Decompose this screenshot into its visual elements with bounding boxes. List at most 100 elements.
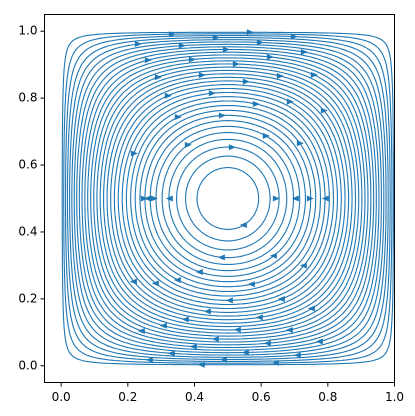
stream-arrow — [218, 112, 226, 119]
streamline — [185, 155, 271, 242]
stream-arrow — [239, 221, 247, 228]
stream-arrow — [225, 297, 233, 304]
stream-arrow — [174, 113, 182, 120]
streamline — [87, 57, 369, 340]
stream-arrow — [145, 356, 153, 363]
stream-arrow — [173, 277, 181, 284]
streamline — [176, 146, 280, 251]
stream-arrow — [290, 33, 298, 40]
stream-arrow — [143, 195, 151, 202]
stream-arrow — [262, 132, 270, 139]
x-tick-label: 0.0 — [52, 390, 71, 404]
stream-arrow — [286, 98, 294, 105]
streamline — [73, 43, 382, 354]
stream-arrow — [247, 281, 255, 288]
streamline — [84, 54, 372, 343]
stream-arrow — [130, 150, 138, 157]
stream-arrow — [233, 326, 241, 333]
stream-arrow — [306, 195, 314, 202]
streamline — [134, 104, 322, 293]
stream-arrow — [144, 57, 152, 64]
stream-arrow — [307, 305, 315, 312]
streamline — [63, 33, 393, 364]
stream-arrow — [195, 268, 203, 275]
stream-arrow — [137, 328, 145, 335]
stream-arrow — [252, 100, 260, 107]
streamline — [117, 87, 338, 310]
stream-arrow — [291, 195, 299, 202]
stream-arrow — [178, 42, 186, 49]
y-tick-label: 0.0 — [18, 358, 37, 372]
stream-arrow — [296, 140, 304, 147]
stream-arrow — [276, 72, 284, 79]
stream-arrow — [208, 90, 216, 97]
streamline — [99, 69, 357, 328]
stream-arrow — [242, 78, 250, 85]
stream-arrow — [256, 39, 264, 46]
streamline — [106, 76, 350, 321]
streamline — [113, 84, 342, 313]
stream-arrow — [266, 53, 274, 60]
y-tick-label: 0.2 — [18, 291, 37, 305]
streamline — [103, 73, 353, 324]
stream-arrow — [285, 327, 293, 334]
stream-arrow — [232, 61, 240, 68]
stream-arrow — [203, 308, 211, 315]
x-tick-label: 1.0 — [385, 390, 404, 404]
stream-arrow — [150, 195, 158, 202]
stream-arrow — [299, 262, 307, 269]
stream-arrow — [300, 48, 308, 55]
stream-arrow — [321, 195, 329, 202]
stream-arrow — [269, 252, 277, 259]
y-tick-label: 0.4 — [18, 224, 37, 238]
stream-arrow — [263, 340, 271, 347]
streamline — [121, 91, 335, 306]
stream-arrow — [159, 322, 167, 329]
stream-arrow — [181, 316, 189, 323]
streamline — [96, 66, 360, 331]
stream-arrow — [277, 296, 285, 303]
stream-arrow — [167, 350, 175, 357]
stream-arrow — [217, 254, 225, 261]
y-tick-label: 1.0 — [18, 24, 37, 38]
stream-arrow — [151, 280, 159, 287]
plot-frame — [44, 14, 395, 383]
x-tick-label: 0.2 — [118, 390, 137, 404]
streamline — [61, 31, 395, 366]
stream-arrow — [184, 141, 192, 148]
streamline — [71, 41, 385, 356]
y-tick-label: 0.8 — [18, 91, 37, 105]
stream-arrow — [212, 34, 220, 41]
stream-arrow — [129, 278, 137, 285]
streamline — [76, 46, 380, 351]
y-tick-label: 0.6 — [18, 158, 37, 172]
x-tick-label: 0.4 — [185, 390, 204, 404]
x-tick-label: 0.6 — [252, 390, 271, 404]
streamline — [69, 39, 387, 358]
streamline — [93, 63, 363, 334]
stream-arrow — [228, 144, 236, 151]
stream-arrow — [320, 107, 328, 114]
streamline — [78, 48, 377, 349]
stream-arrow — [255, 314, 263, 321]
stream-arrow — [241, 349, 249, 356]
stream-arrow — [164, 92, 172, 99]
stream-arrow — [211, 335, 219, 342]
streamline — [196, 167, 260, 230]
stream-arrow — [165, 195, 173, 202]
stream-arrow — [222, 46, 230, 53]
stream-arrow — [134, 41, 142, 48]
streamline — [125, 96, 330, 301]
stream-arrow — [198, 72, 206, 79]
streamline — [168, 138, 288, 259]
stream-arrow — [188, 56, 196, 63]
stream-arrow — [293, 352, 301, 359]
stream-arrow — [315, 338, 323, 345]
streamline — [110, 80, 346, 317]
stream-arrow — [154, 74, 162, 81]
streamline — [81, 51, 375, 346]
stream-arrow — [219, 356, 227, 363]
x-tick-label: 0.8 — [318, 390, 337, 404]
stream-arrow — [272, 195, 280, 202]
stream-arrow — [189, 343, 197, 350]
